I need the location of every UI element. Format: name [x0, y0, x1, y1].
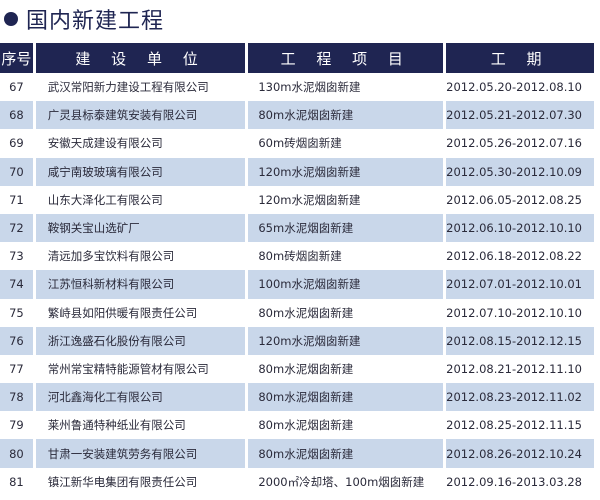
row-project: 130m水泥烟囱新建 [258, 80, 361, 95]
row-period: 2012.08.26-2012.10.24 [446, 439, 594, 468]
row-project: 120m水泥烟囱新建 [258, 192, 361, 207]
table-row: 69 安徽天成建设有限公司 60m砖烟囱新建 2012.05.26-2012.07.1… [0, 129, 594, 157]
row-index: 71 [9, 192, 24, 207]
table-row: 76 浙江逸盛石化股份有限公司 120m水泥烟囱新建 2012.08.15-2012.… [0, 326, 594, 355]
table-row: 74 江苏恒科新材料有限公司 100m水泥烟囱新建 2012.07.01-2012.1… [0, 270, 594, 299]
row-period: 2012.06.05-2012.08.25 [446, 192, 582, 207]
row-project: 2000㎡冷却塔、100m烟囱新建 [258, 474, 425, 489]
header-index: 序号 [0, 43, 33, 73]
table-row: 81 镇江新华电集团有限责任公司 2000㎡冷却塔、100m烟囱新建 2012.09.… [0, 468, 594, 496]
row-index: 68 [0, 101, 33, 130]
row-project: 100m水泥烟囱新建 [248, 270, 444, 299]
row-period: 2012.05.30-2012.10.09 [446, 157, 594, 186]
row-period: 2012.06.10-2012.10.10 [446, 213, 594, 243]
row-index: 77 [9, 361, 24, 376]
header-period: 工 期 [446, 43, 594, 73]
row-company: 江苏恒科新材料有限公司 [35, 270, 246, 299]
table-row: 78 河北鑫海化工有限公司 80m水泥烟囱新建 2012.08.23-2012.11.… [0, 383, 594, 412]
row-company: 武汉常阳新力建设工程有限公司 [47, 80, 209, 95]
row-company: 镇江新华电集团有限责任公司 [47, 474, 198, 489]
row-project: 80m水泥烟囱新建 [258, 305, 354, 320]
table-row: 75 繁峙县如阳供暖有限责任公司 80m水泥烟囱新建 2012.07.10-2012.… [0, 299, 594, 327]
table-row: 67 武汉常阳新力建设工程有限公司 130m水泥烟囱新建 2012.05.20-201… [0, 73, 594, 101]
row-index: 78 [0, 383, 33, 412]
row-index: 80 [0, 439, 33, 468]
row-company: 广灵县标泰建筑安装有限公司 [35, 101, 246, 130]
projects-table: 序号 建 设 单 位 工 程 项 目 工 期 67 武汉常阳新力建设工程有限公司 1… [0, 43, 597, 496]
row-project: 80m水泥烟囱新建 [248, 101, 444, 130]
row-company: 甘肃一安装建筑劳务有限公司 [35, 439, 246, 468]
table-header: 序号 建 设 单 位 工 程 项 目 工 期 [0, 43, 594, 73]
row-index: 79 [9, 418, 24, 433]
row-period: 2012.08.15-2012.12.15 [446, 326, 594, 355]
table-row: 73 清远加多宝饮料有限公司 80m砖烟囱新建 2012.06.18-2012.08.… [0, 242, 594, 270]
row-index: 76 [0, 326, 33, 355]
row-company: 繁峙县如阳供暖有限责任公司 [47, 305, 198, 320]
table-row: 79 莱州鲁通特种纸业有限公司 80m水泥烟囱新建 2012.08.25-2012.1… [0, 411, 594, 439]
row-period: 2012.08.25-2012.11.15 [446, 418, 582, 433]
row-project: 65m水泥烟囱新建 [248, 213, 444, 243]
row-index: 75 [9, 305, 24, 320]
row-index: 69 [9, 136, 24, 151]
row-period: 2012.07.10-2012.10.10 [446, 305, 582, 320]
section-title: 国内新建工程 [4, 2, 164, 36]
row-index: 81 [9, 474, 24, 489]
row-project: 80m水泥烟囱新建 [248, 439, 444, 468]
row-company: 山东大泽化工有限公司 [47, 192, 163, 207]
row-period: 2012.06.18-2012.08.22 [446, 249, 582, 264]
header-company: 建 设 单 位 [35, 43, 246, 73]
table-row: 71 山东大泽化工有限公司 120m水泥烟囱新建 2012.06.05-2012.08… [0, 186, 594, 214]
row-project: 80m砖烟囱新建 [258, 249, 342, 264]
table-row: 68 广灵县标泰建筑安装有限公司 80m水泥烟囱新建 2012.05.21-2012.… [0, 101, 594, 130]
row-company: 河北鑫海化工有限公司 [35, 383, 246, 412]
row-period: 2012.05.21-2012.07.30 [446, 101, 594, 130]
row-period: 2012.08.21-2012.11.10 [446, 361, 582, 376]
row-index: 73 [9, 249, 24, 264]
row-project: 80m水泥烟囱新建 [258, 361, 354, 376]
row-index: 67 [9, 80, 24, 95]
row-index: 70 [0, 157, 33, 186]
table-row: 77 常州常宝精特能源管材有限公司 80m水泥烟囱新建 2012.08.21-2012… [0, 355, 594, 383]
row-project: 60m砖烟囱新建 [258, 136, 342, 151]
row-project: 120m水泥烟囱新建 [248, 157, 444, 186]
row-company: 安徽天成建设有限公司 [47, 136, 163, 151]
table-row: 72 鞍钢关宝山选矿厂 65m水泥烟囱新建 2012.06.10-2012.10.10 [0, 213, 594, 243]
row-period: 2012.07.01-2012.10.01 [446, 270, 594, 299]
bullet-icon [4, 12, 18, 26]
header-project: 工 程 项 目 [248, 43, 444, 73]
table-row: 80 甘肃一安装建筑劳务有限公司 80m水泥烟囱新建 2012.08.26-2012.… [0, 439, 594, 468]
row-company: 鞍钢关宝山选矿厂 [35, 213, 246, 243]
row-project: 80m水泥烟囱新建 [248, 383, 444, 412]
section-title-text: 国内新建工程 [26, 9, 165, 34]
row-period: 2012.09.16-2013.03.28 [446, 474, 582, 489]
row-period: 2012.05.26-2012.07.16 [446, 136, 582, 151]
row-period: 2012.08.23-2012.11.02 [446, 383, 594, 412]
row-index: 74 [0, 270, 33, 299]
row-company: 清远加多宝饮料有限公司 [47, 249, 175, 264]
row-company: 浙江逸盛石化股份有限公司 [35, 326, 246, 355]
row-company: 咸宁南玻玻璃有限公司 [35, 157, 246, 186]
row-index: 72 [0, 213, 33, 243]
table-row: 70 咸宁南玻玻璃有限公司 120m水泥烟囱新建 2012.05.30-2012.10… [0, 157, 594, 186]
row-project: 120m水泥烟囱新建 [248, 326, 444, 355]
row-company: 常州常宝精特能源管材有限公司 [47, 361, 209, 376]
row-period: 2012.05.20-2012.08.10 [446, 80, 582, 95]
row-project: 80m水泥烟囱新建 [258, 418, 354, 433]
row-company: 莱州鲁通特种纸业有限公司 [47, 418, 186, 433]
